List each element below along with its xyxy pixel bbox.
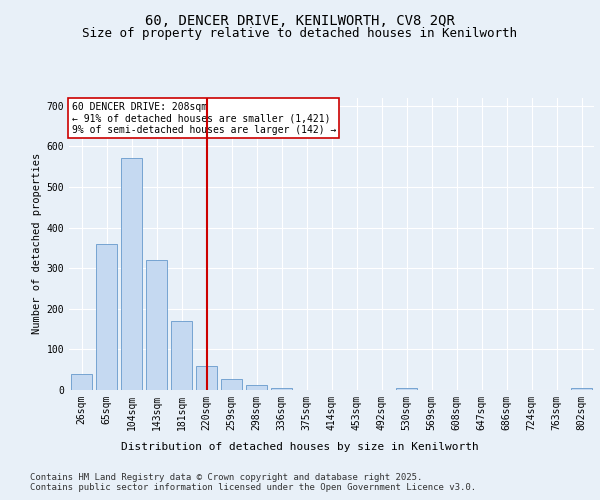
Bar [221,380,242,390]
Text: Distribution of detached houses by size in Kenilworth: Distribution of detached houses by size … [121,442,479,452]
Bar [196,366,217,390]
Bar [396,388,417,390]
Bar [146,260,167,390]
Bar [171,321,192,390]
Bar [121,158,142,390]
Text: 60, DENCER DRIVE, KENILWORTH, CV8 2QR: 60, DENCER DRIVE, KENILWORTH, CV8 2QR [145,14,455,28]
Text: 60 DENCER DRIVE: 208sqm
← 91% of detached houses are smaller (1,421)
9% of semi-: 60 DENCER DRIVE: 208sqm ← 91% of detache… [71,102,336,135]
Bar [271,388,292,390]
Bar [96,244,117,390]
Y-axis label: Number of detached properties: Number of detached properties [32,153,43,334]
Bar [71,374,92,390]
Bar [246,385,267,390]
Text: Contains HM Land Registry data © Crown copyright and database right 2025.
Contai: Contains HM Land Registry data © Crown c… [30,472,476,492]
Text: Size of property relative to detached houses in Kenilworth: Size of property relative to detached ho… [83,28,517,40]
Bar [571,388,592,390]
